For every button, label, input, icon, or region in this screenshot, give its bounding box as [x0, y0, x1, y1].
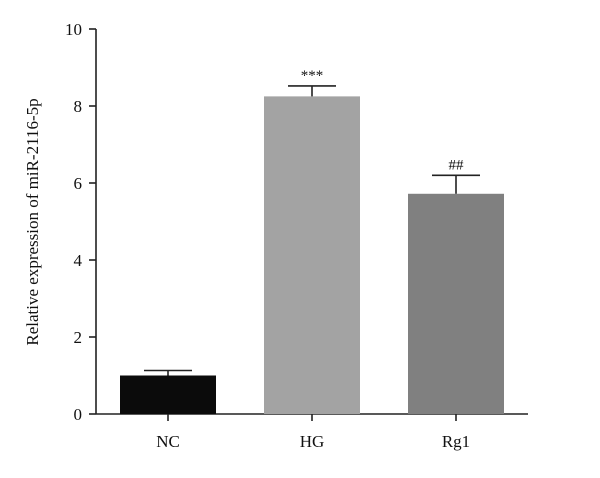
- bars: *** ##: [120, 68, 504, 414]
- y-tick-label: 4: [74, 251, 83, 270]
- y-tick-label: 10: [65, 20, 82, 39]
- bar: [264, 96, 360, 414]
- y-tick-label: 0: [74, 405, 83, 424]
- y-axis-label: Relative expression of miR-2116-5p: [23, 98, 42, 345]
- y-tick-label: 6: [74, 174, 83, 193]
- bar: [408, 193, 504, 414]
- significance-label: ***: [301, 68, 324, 84]
- y-tick-label: 2: [74, 328, 83, 347]
- bar: [120, 375, 216, 414]
- x-tick-label: HG: [300, 432, 325, 451]
- x-tick-label: Rg1: [442, 432, 470, 451]
- significance-label: ##: [449, 157, 465, 173]
- y-tick-label: 8: [74, 97, 83, 116]
- x-tick-label: NC: [156, 432, 180, 451]
